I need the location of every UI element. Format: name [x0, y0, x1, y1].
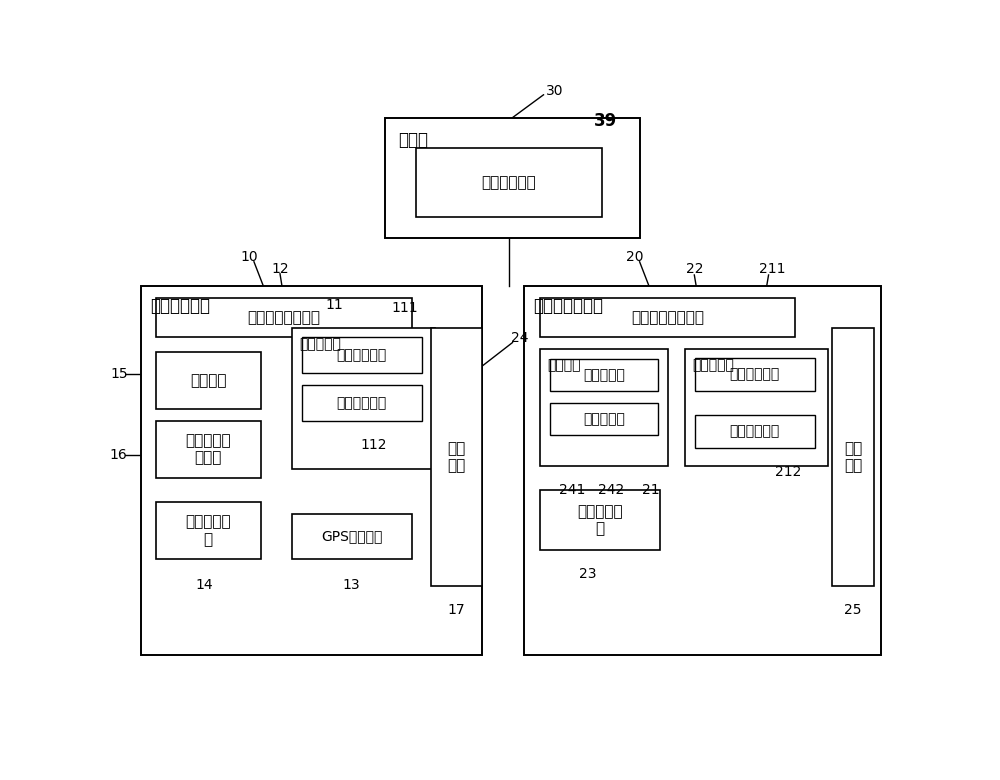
- Text: 242: 242: [598, 483, 624, 497]
- Text: 第二处理器: 第二处理器: [692, 359, 734, 373]
- Bar: [140, 285, 482, 655]
- Bar: [695, 415, 815, 448]
- Text: 避险分析单元: 避险分析单元: [337, 396, 387, 410]
- Bar: [385, 118, 640, 238]
- Text: 23: 23: [579, 567, 596, 581]
- Bar: [302, 385, 422, 421]
- Text: 显示单元: 显示单元: [190, 373, 227, 388]
- Text: 路径分析单元: 路径分析单元: [730, 367, 780, 381]
- Bar: [550, 359, 658, 391]
- Text: 车载控制系统: 车载控制系统: [150, 296, 210, 314]
- Bar: [156, 502, 261, 559]
- Text: 第一
电源: 第一 电源: [447, 441, 465, 473]
- Text: 避障单元: 避障单元: [547, 359, 581, 373]
- Text: 111: 111: [391, 301, 418, 315]
- Text: 30: 30: [546, 83, 564, 98]
- Text: 25: 25: [844, 603, 862, 617]
- Text: 无人机控制系统: 无人机控制系统: [533, 296, 603, 314]
- Text: 12: 12: [271, 262, 289, 276]
- Text: 11: 11: [326, 298, 343, 312]
- Text: 第一通讯单
元: 第一通讯单 元: [186, 514, 231, 547]
- Bar: [540, 349, 668, 466]
- Bar: [431, 328, 482, 586]
- Bar: [292, 514, 412, 559]
- Text: 红外发射器: 红外发射器: [583, 368, 625, 382]
- Text: 姿态分析单元: 姿态分析单元: [337, 348, 387, 362]
- Text: 第三通讯单元: 第三通讯单元: [481, 175, 536, 190]
- Bar: [292, 328, 435, 469]
- Text: 16: 16: [110, 448, 128, 463]
- Text: 24: 24: [512, 331, 529, 345]
- Text: 停机坪: 停机坪: [399, 131, 429, 149]
- Bar: [540, 298, 795, 337]
- Text: 22: 22: [686, 262, 703, 276]
- Text: GPS定位单元: GPS定位单元: [321, 530, 382, 544]
- Text: 17: 17: [448, 603, 465, 617]
- Bar: [540, 490, 660, 550]
- Bar: [524, 285, 881, 655]
- Text: 112: 112: [361, 438, 387, 452]
- Text: 211: 211: [759, 262, 786, 276]
- Bar: [156, 298, 412, 337]
- Text: 气象信息采
集单元: 气象信息采 集单元: [186, 433, 231, 466]
- Text: 第二通讯单
元: 第二通讯单 元: [577, 504, 622, 536]
- Text: 21: 21: [642, 483, 660, 497]
- Text: 第二
电源: 第二 电源: [844, 441, 862, 473]
- Text: 第二视频采集单元: 第二视频采集单元: [631, 310, 704, 324]
- Bar: [302, 337, 422, 373]
- Text: 15: 15: [110, 367, 128, 381]
- Bar: [156, 352, 261, 409]
- Text: 第一处理器: 第一处理器: [299, 338, 341, 352]
- Bar: [832, 328, 874, 586]
- Bar: [695, 358, 815, 391]
- Text: 10: 10: [240, 250, 258, 264]
- Bar: [550, 403, 658, 434]
- Bar: [416, 147, 602, 217]
- Text: 14: 14: [196, 579, 213, 593]
- Text: 13: 13: [343, 579, 360, 593]
- Text: 39: 39: [594, 112, 617, 130]
- Text: 第一视频采集单元: 第一视频采集单元: [247, 310, 320, 324]
- Text: 212: 212: [775, 465, 802, 479]
- Bar: [156, 421, 261, 478]
- Text: 241: 241: [559, 483, 585, 497]
- Text: 避障分析单元: 避障分析单元: [730, 424, 780, 438]
- Text: 20: 20: [626, 250, 644, 264]
- Bar: [685, 349, 828, 466]
- Text: 红外接收器: 红外接收器: [583, 412, 625, 426]
